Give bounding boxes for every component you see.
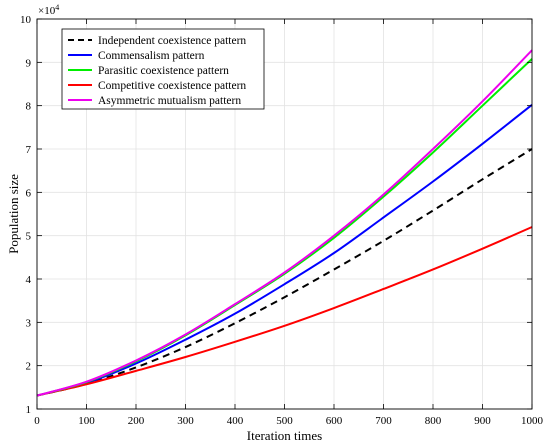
x-tick-label: 1000 — [521, 415, 544, 427]
x-tick-label: 0 — [34, 415, 40, 427]
series-layer — [36, 49, 533, 397]
legend-items: Independent coexistence pattern Commensal… — [68, 35, 246, 107]
legend: Independent coexistence pattern Commensal… — [61, 28, 265, 110]
y-tick-label: 4 — [26, 274, 32, 286]
legend-label-4: Competitive coexistence pattern — [98, 80, 246, 92]
y-exponent-label: ×104 — [38, 3, 59, 17]
x-tick-label: 400 — [227, 415, 244, 427]
x-tick-label: 600 — [326, 415, 343, 427]
legend-box — [61, 28, 265, 110]
y-tick-label: 5 — [26, 231, 32, 243]
series-line-4 — [36, 226, 533, 397]
y-tick-label: 3 — [26, 317, 32, 329]
y-tick-label: 1 — [26, 404, 32, 416]
series-line-2 — [36, 104, 533, 397]
legend-label-1: Independent coexistence pattern — [98, 35, 246, 47]
x-axis-label: Iteration times — [247, 428, 322, 443]
series-line-5 — [36, 49, 533, 397]
x-tick-label: 100 — [78, 415, 95, 427]
x-tick-label: 900 — [474, 415, 491, 427]
tick-labels: 0 100 200 300 400 500 600 700 800 900 1000 1 2 3 4 5 6 7 8… — [20, 14, 544, 427]
y-tick-label: 7 — [26, 144, 32, 156]
ticks — [36, 18, 533, 410]
x-tick-label: 500 — [276, 415, 293, 427]
y-tick-label: 2 — [26, 361, 32, 373]
series-line-1 — [36, 148, 533, 397]
y-axis-label: Population size — [6, 174, 21, 254]
y-tick-label: 6 — [26, 187, 32, 199]
x-tick-label: 300 — [177, 415, 194, 427]
y-tick-label: 9 — [26, 57, 32, 69]
x-tick-label: 200 — [128, 415, 145, 427]
y-tick-label: 10 — [20, 14, 32, 26]
legend-label-3: Parasitic coexistence pattern — [98, 65, 229, 77]
legend-label-5: Asymmetric mutualism pattern — [98, 95, 241, 107]
legend-label-2: Commensalism pattern — [98, 50, 205, 62]
x-tick-label: 800 — [425, 415, 442, 427]
y-tick-label: 8 — [26, 101, 32, 113]
x-tick-label: 700 — [375, 415, 392, 427]
